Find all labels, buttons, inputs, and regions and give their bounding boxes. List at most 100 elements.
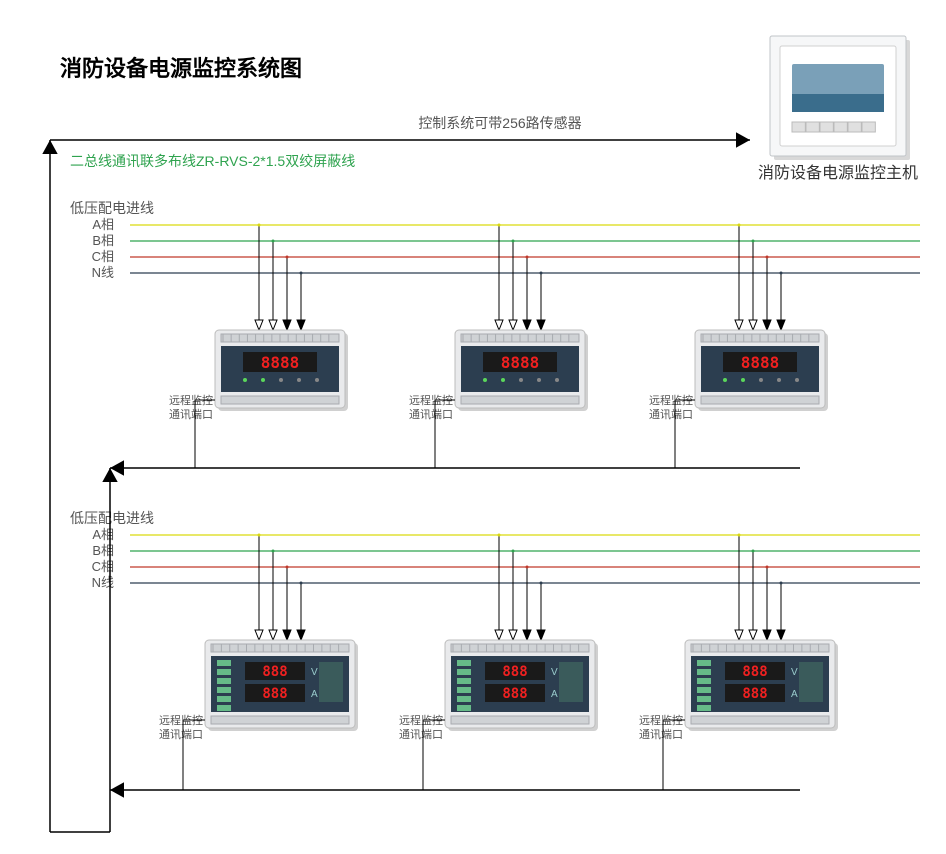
tap-arrow — [495, 320, 503, 330]
tap-node — [286, 256, 289, 259]
tap-arrow — [763, 630, 771, 640]
module2-display-a: 888 — [742, 686, 767, 702]
arrow-head — [736, 132, 750, 147]
tap-node — [498, 534, 501, 537]
module2-indicator — [217, 705, 231, 711]
module-led — [537, 378, 541, 382]
tap-node — [526, 566, 529, 569]
module-port-label2: 通讯端口 — [649, 408, 693, 421]
module2-unit-a: A — [791, 689, 798, 700]
tap-node — [780, 582, 783, 585]
module-led — [315, 378, 319, 382]
module2-indicator — [457, 669, 471, 675]
phase-label: C相 — [92, 249, 114, 264]
tap-node — [766, 256, 769, 259]
module2-display-v: 888 — [262, 664, 287, 680]
tap-node — [540, 582, 543, 585]
tap-arrow — [777, 630, 785, 640]
module2-terminals-bottom — [691, 716, 829, 724]
tap-node — [752, 240, 755, 243]
module2-unit-v: V — [311, 667, 318, 678]
tap-node — [300, 582, 303, 585]
module-led — [795, 378, 799, 382]
diagram-title: 消防设备电源监控系统图 — [60, 56, 302, 81]
module-display: 8888 — [501, 353, 540, 372]
module2-indicator — [457, 696, 471, 702]
tap-arrow — [509, 630, 517, 640]
module2-indicator — [217, 687, 231, 693]
tap-arrow — [509, 320, 517, 330]
module2-indicator — [697, 687, 711, 693]
module2-indicator — [217, 678, 231, 684]
module2-unit-a: A — [311, 689, 318, 700]
phase-label: N线 — [92, 265, 114, 280]
tap-arrow — [523, 630, 531, 640]
tap-node — [272, 550, 275, 553]
phase-label: A相 — [92, 217, 114, 232]
tap-node — [780, 272, 783, 275]
module2-infoblock — [559, 662, 583, 702]
module-terminals-bottom — [701, 396, 819, 404]
module-display: 8888 — [741, 353, 780, 372]
tap-node — [258, 224, 261, 227]
tap-arrow — [297, 320, 305, 330]
tap-arrow — [255, 630, 263, 640]
module-led — [741, 378, 745, 382]
module-terminals-bottom — [461, 396, 579, 404]
tap-node — [512, 240, 515, 243]
host-button — [834, 122, 847, 132]
module2-infoblock — [799, 662, 823, 702]
tap-arrow — [495, 630, 503, 640]
module-led — [555, 378, 559, 382]
module-led — [501, 378, 505, 382]
module2-port-label2: 通讯端口 — [159, 728, 203, 741]
module2-display-v: 888 — [502, 664, 527, 680]
tap-node — [272, 240, 275, 243]
module2-indicator — [217, 660, 231, 666]
tap-arrow — [735, 630, 743, 640]
module2-terminals-bottom — [211, 716, 349, 724]
tap-arrow — [763, 320, 771, 330]
module2-port-label2: 通讯端口 — [399, 728, 443, 741]
module2-indicator — [457, 687, 471, 693]
module-led — [759, 378, 763, 382]
tap-arrow — [297, 630, 305, 640]
module2-display-a: 888 — [502, 686, 527, 702]
module2-indicator — [457, 660, 471, 666]
tap-node — [300, 272, 303, 275]
tap-arrow — [749, 320, 757, 330]
tap-arrow — [255, 320, 263, 330]
tap-node — [512, 550, 515, 553]
arrow-head — [110, 782, 124, 797]
module2-indicator — [697, 696, 711, 702]
tap-arrow — [735, 320, 743, 330]
module2-indicator — [457, 705, 471, 711]
host-button — [848, 122, 861, 132]
module2-unit-v: V — [791, 667, 798, 678]
tap-node — [738, 534, 741, 537]
tap-arrow — [283, 320, 291, 330]
tap-node — [738, 224, 741, 227]
tap-arrow — [269, 320, 277, 330]
module-led — [261, 378, 265, 382]
module-display: 8888 — [261, 353, 300, 372]
tap-node — [286, 566, 289, 569]
module-led — [483, 378, 487, 382]
module-port-label2: 通讯端口 — [409, 408, 453, 421]
tap-node — [526, 256, 529, 259]
module2-port-label2: 通讯端口 — [639, 728, 683, 741]
module-port-label2: 通讯端口 — [169, 408, 213, 421]
module-led — [243, 378, 247, 382]
module-led — [297, 378, 301, 382]
tap-node — [258, 534, 261, 537]
module2-infoblock — [319, 662, 343, 702]
module-terminals-bottom — [221, 396, 339, 404]
module2-indicator — [457, 678, 471, 684]
module2-display-a: 888 — [262, 686, 287, 702]
module2-indicator — [697, 660, 711, 666]
module-led — [279, 378, 283, 382]
host-button — [862, 122, 875, 132]
tap-node — [766, 566, 769, 569]
module-led — [519, 378, 523, 382]
tap-arrow — [749, 630, 757, 640]
